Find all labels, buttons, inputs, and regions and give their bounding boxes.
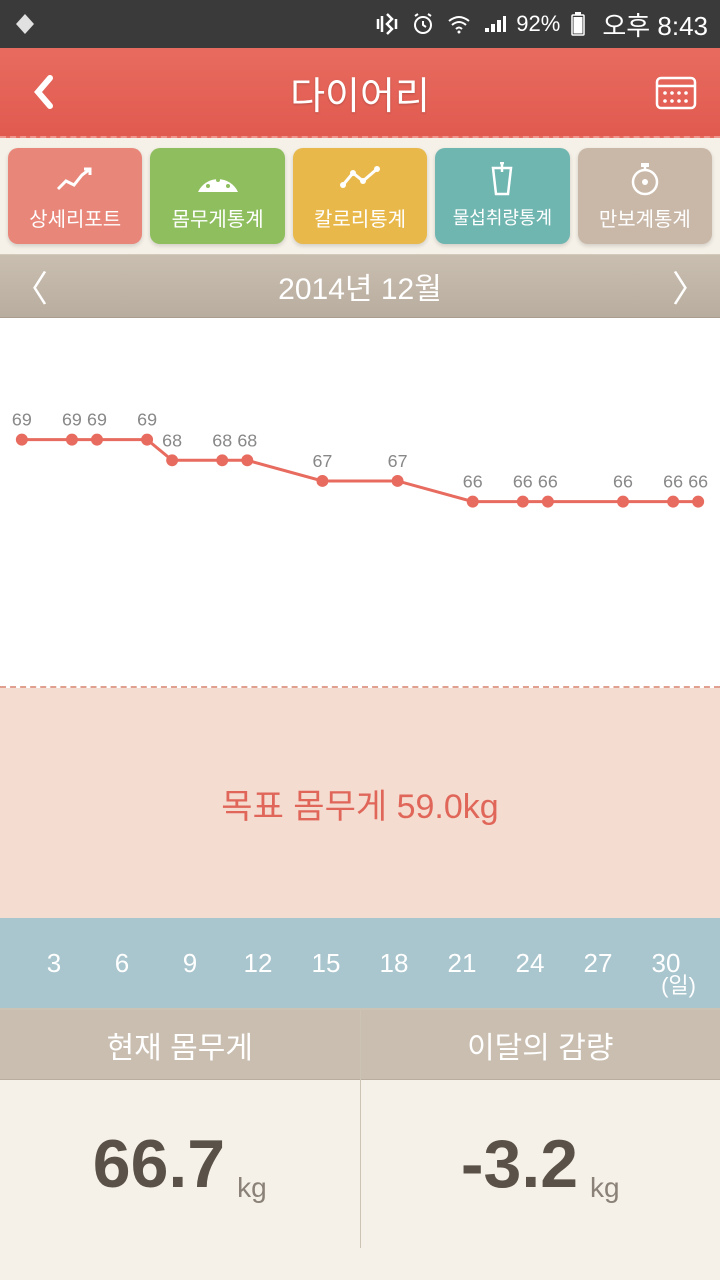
back-button[interactable] — [20, 68, 68, 116]
alarm-icon — [410, 11, 436, 37]
x-tick: 6 — [88, 948, 156, 979]
svg-text:66: 66 — [463, 472, 483, 492]
svg-text:69: 69 — [12, 410, 32, 430]
calendar-button[interactable] — [652, 68, 700, 116]
month-loss-value: -3.2 — [461, 1125, 578, 1203]
prev-month-button[interactable]: 〈 — [0, 260, 60, 312]
x-axis-unit: (일) — [661, 968, 696, 1000]
svg-text:69: 69 — [62, 410, 82, 430]
x-tick: 12 — [224, 948, 292, 979]
x-tick: 24 — [496, 948, 564, 979]
svg-text:66: 66 — [688, 472, 708, 492]
carrier-icon — [12, 11, 38, 37]
svg-text:69: 69 — [87, 410, 107, 430]
tab-label: 상세리포트 — [29, 203, 121, 232]
tab-pedometer-stats[interactable]: 만보계통계 — [578, 148, 712, 244]
tab-label: 몸무게통계 — [172, 203, 264, 232]
vibrate-icon — [374, 11, 400, 37]
chart-canvas: 696969696868686767666666666666 — [0, 318, 720, 686]
month-navigator: 〈 2014년 12월 〉 — [0, 254, 720, 318]
tab-label: 만보계통계 — [599, 203, 691, 232]
x-tick: 3 — [20, 948, 88, 979]
chart-up-icon — [54, 161, 96, 197]
current-weight-value: 66.7 — [93, 1125, 225, 1203]
current-weight-unit: kg — [237, 1172, 267, 1204]
battery-pct: 92% — [516, 11, 560, 37]
stat-tabs: 상세리포트 몸무게통계 칼로리통계 물섭취량통계 만보계통계 — [0, 138, 720, 254]
x-axis: 3 6 9 12 15 18 21 24 27 30 (일) — [0, 918, 720, 1008]
signal-icon — [482, 12, 506, 36]
status-bar: 92% 오후 8:43 — [0, 0, 720, 48]
current-weight-label: 현재 몸무게 — [0, 1010, 360, 1080]
svg-text:66: 66 — [513, 472, 533, 492]
tab-label: 물섭취량통계 — [453, 204, 552, 230]
month-loss-unit: kg — [590, 1172, 620, 1204]
svg-text:67: 67 — [312, 451, 332, 471]
svg-text:68: 68 — [212, 430, 232, 450]
stopwatch-icon — [628, 161, 662, 197]
next-month-button[interactable]: 〉 — [660, 260, 720, 312]
app-header: 다이어리 — [0, 48, 720, 138]
svg-text:68: 68 — [162, 430, 182, 450]
current-weight-col: 현재 몸무게 66.7 kg — [0, 1010, 361, 1248]
tab-water-stats[interactable]: 물섭취량통계 — [435, 148, 569, 244]
tab-detail-report[interactable]: 상세리포트 — [8, 148, 142, 244]
status-time: 오후 8:43 — [602, 6, 708, 43]
month-label: 2014년 12월 — [60, 264, 660, 308]
month-loss-col: 이달의 감량 -3.2 kg — [361, 1010, 720, 1248]
battery-icon — [570, 11, 586, 37]
tab-label: 칼로리통계 — [314, 203, 406, 232]
target-weight-panel: 목표 몸무게 59.0kg — [0, 688, 720, 918]
x-tick: 21 — [428, 948, 496, 979]
x-tick: 9 — [156, 948, 224, 979]
svg-text:69: 69 — [137, 410, 157, 430]
cup-icon — [487, 162, 517, 198]
month-loss-label: 이달의 감량 — [361, 1010, 720, 1080]
target-weight-text: 목표 몸무게 59.0kg — [221, 779, 498, 828]
line-chart-icon — [339, 161, 381, 197]
x-tick: 27 — [564, 948, 632, 979]
svg-text:66: 66 — [538, 472, 558, 492]
svg-text:66: 66 — [663, 472, 683, 492]
page-title: 다이어리 — [68, 65, 652, 120]
weight-chart: 696969696868686767666666666666 — [0, 318, 720, 688]
tab-calorie-stats[interactable]: 칼로리통계 — [293, 148, 427, 244]
scale-icon — [193, 161, 243, 197]
svg-text:67: 67 — [388, 451, 408, 471]
svg-text:66: 66 — [613, 472, 633, 492]
x-tick: 15 — [292, 948, 360, 979]
summary-panel: 현재 몸무게 66.7 kg 이달의 감량 -3.2 kg — [0, 1008, 720, 1248]
wifi-icon — [446, 11, 472, 37]
svg-text:68: 68 — [237, 430, 257, 450]
x-tick: 18 — [360, 948, 428, 979]
tab-weight-stats[interactable]: 몸무게통계 — [150, 148, 284, 244]
